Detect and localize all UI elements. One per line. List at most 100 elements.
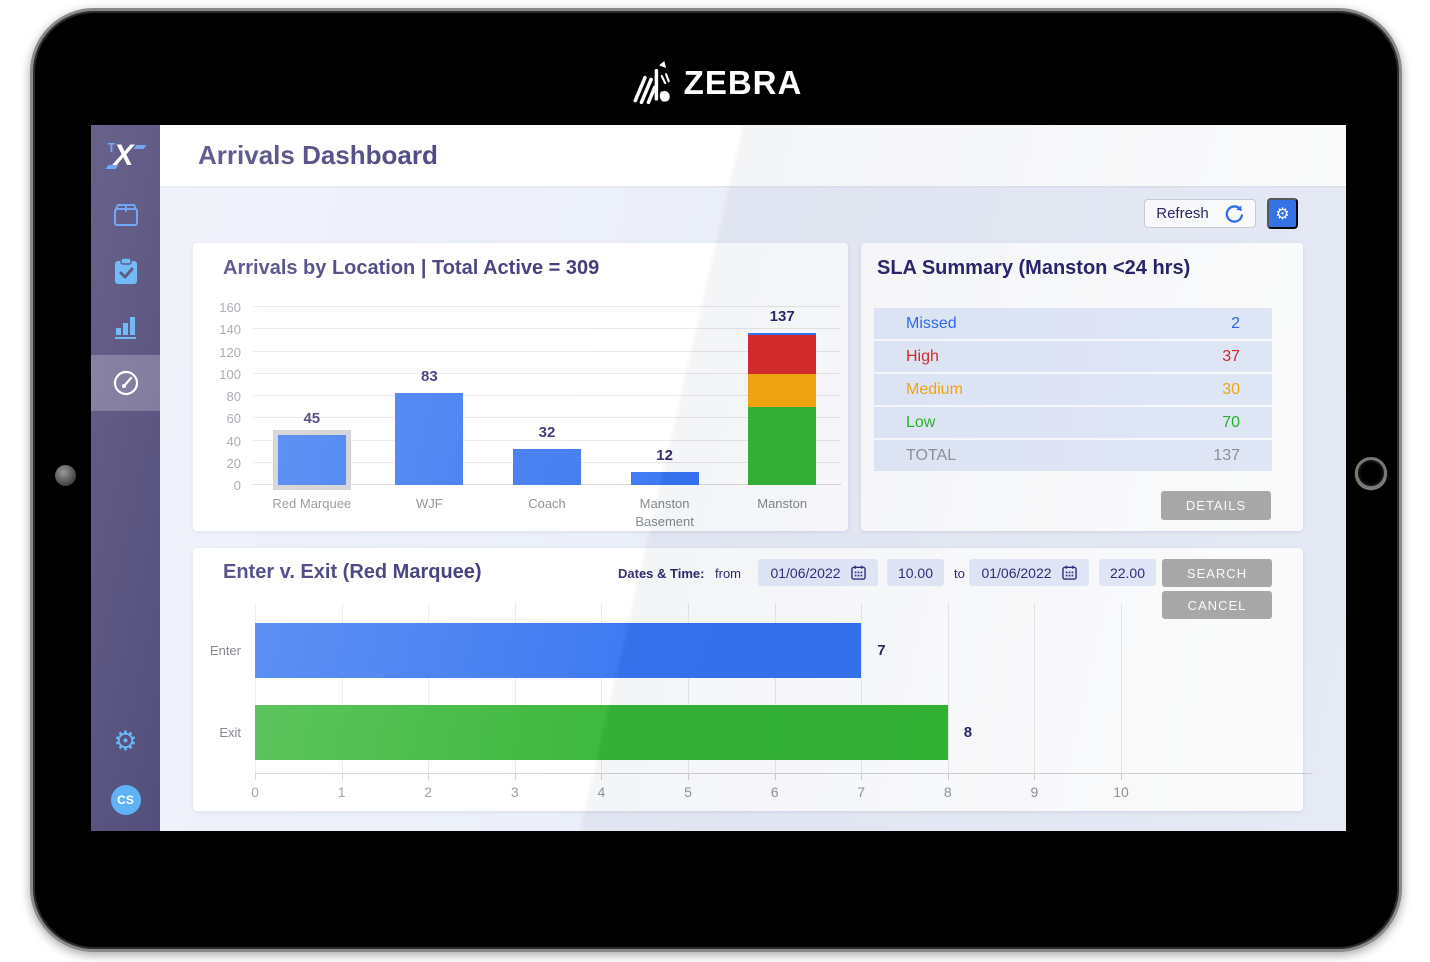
sidebar-item-tasks[interactable] xyxy=(91,243,160,299)
bar-wjf[interactable] xyxy=(395,392,464,485)
bar-label-manston-basement: Manston Basement xyxy=(635,496,694,529)
sidebar-item-settings[interactable]: ⚙ xyxy=(91,713,160,769)
sla-row-low: Low 70 xyxy=(874,407,1272,438)
bar-segment-manston-1 xyxy=(748,373,817,408)
gridline-x-10 xyxy=(1121,603,1122,774)
bar-value-wjf: 83 xyxy=(421,367,438,385)
refresh-button[interactable]: Refresh xyxy=(1144,199,1256,228)
bar-value-manston-basement: 12 xyxy=(656,446,673,464)
from-time-field[interactable]: 10.00 xyxy=(887,559,944,586)
sla-value-total: 137 xyxy=(1213,446,1240,464)
y-axis-tick-80: 80 xyxy=(226,389,241,404)
bar-value-enter: 7 xyxy=(877,641,886,659)
x-axis-tickmark-4 xyxy=(601,774,603,780)
x-axis-line xyxy=(255,773,1313,774)
y-axis-tick-0: 0 xyxy=(233,478,241,493)
from-date-value: 01/06/2022 xyxy=(770,564,841,581)
bar-exit[interactable] xyxy=(255,705,948,760)
sidebar-user-avatar[interactable]: CS xyxy=(91,769,160,831)
gridline-y-80 xyxy=(253,395,841,396)
y-axis-tick-100: 100 xyxy=(219,366,241,382)
bar-manston-basement[interactable] xyxy=(630,471,699,485)
gridline-y-40 xyxy=(253,439,841,441)
bar-segment-coach-0 xyxy=(513,449,581,485)
x-axis-tickmark-5 xyxy=(688,774,689,780)
gridline-x-0 xyxy=(255,603,256,774)
x-axis-tick-3: 3 xyxy=(510,784,519,800)
bar-red-marquee[interactable] xyxy=(277,434,346,485)
cancel-button[interactable]: CANCEL xyxy=(1162,591,1272,619)
bar-label-wjf: WJF xyxy=(416,496,443,511)
sla-row-total: TOTAL 137 xyxy=(874,440,1272,471)
y-axis-tick-120: 120 xyxy=(219,344,241,360)
bar-coach[interactable] xyxy=(513,449,581,485)
y-axis-tick-140: 140 xyxy=(219,322,241,338)
gear-icon: ⚙ xyxy=(1275,204,1290,223)
bar-label-red-marquee: Red Marquee xyxy=(272,496,352,511)
bar-value-exit: 8 xyxy=(963,723,973,741)
gear-icon: ⚙ xyxy=(113,725,138,757)
bar-label-coach: Coach xyxy=(528,496,566,511)
gridline-x-1 xyxy=(341,603,343,774)
settings-button[interactable]: ⚙ xyxy=(1267,198,1298,229)
details-button[interactable]: DETAILS xyxy=(1161,491,1271,520)
sidebar-item-stats[interactable] xyxy=(91,299,160,355)
sla-value-medium: 30 xyxy=(1222,380,1240,398)
enter-exit-title: Enter v. Exit (Red Marquee) xyxy=(223,561,482,583)
x-axis-tick-4: 4 xyxy=(597,784,606,800)
bar-manston[interactable] xyxy=(748,332,817,485)
sla-row-missed: Missed 2 xyxy=(874,308,1272,339)
from-time-value: 10.00 xyxy=(897,564,934,581)
gridline-y-140 xyxy=(253,328,841,330)
bar-value-coach: 32 xyxy=(538,424,556,442)
y-axis-tick-20: 20 xyxy=(226,455,241,471)
to-date-field[interactable]: 01/06/2022 xyxy=(969,559,1089,586)
gridline-x-6 xyxy=(774,603,776,774)
enter-exit-card: Enter v. Exit (Red Marquee) Dates & Time… xyxy=(193,548,1313,811)
to-time-value: 22.00 xyxy=(1109,564,1146,581)
gridline-x-8 xyxy=(947,603,949,774)
sla-table: Missed 2 High 37 Medium 30 Low 70 TOTAL 137 xyxy=(874,308,1272,473)
bar-label-manston: Manston xyxy=(757,496,808,511)
refresh-circular-arrow-icon xyxy=(1225,205,1243,223)
bar-segment-manston-2 xyxy=(748,334,817,374)
bar-segment-red-marquee-0 xyxy=(277,434,346,485)
y-axis-tick-160: 160 xyxy=(219,300,241,315)
y-axis-tick-60: 60 xyxy=(226,411,241,427)
x-axis-tick-10: 10 xyxy=(1113,784,1129,800)
x-axis-tickmark-3 xyxy=(514,774,516,780)
search-button[interactable]: SEARCH xyxy=(1162,559,1272,587)
sla-value-high: 37 xyxy=(1222,347,1240,365)
camera-dot-left xyxy=(55,465,76,486)
to-time-field[interactable]: 22.00 xyxy=(1099,559,1156,586)
sla-row-medium: Medium 30 xyxy=(874,374,1272,405)
arrivals-chart-title: Arrivals by Location | Total Active = 30… xyxy=(223,257,600,279)
gridline-x-5 xyxy=(688,603,689,774)
from-date-field[interactable]: 01/06/2022 xyxy=(758,559,878,586)
bar-label-exit: Exit xyxy=(219,724,241,740)
page-header: Arrivals Dashboard xyxy=(160,125,1346,186)
bar-segment-wjf-0 xyxy=(395,392,464,485)
bar-enter[interactable] xyxy=(255,623,862,678)
gridline-x-2 xyxy=(428,603,430,774)
refresh-label: Refresh xyxy=(1156,205,1209,222)
arrivals-chart-plot: 0 20 40 60 80 100 120 140 160 45 Red Marquee 83 WJF 3… xyxy=(219,300,841,529)
dates-time-label: Dates & Time: xyxy=(618,566,705,581)
x-axis-tick-7: 7 xyxy=(857,784,866,800)
gridline-y-160 xyxy=(253,306,841,307)
avatar: CS xyxy=(110,785,141,815)
sidebar-item-dashboard[interactable] xyxy=(91,355,160,411)
bar-segment-manston-0 xyxy=(748,407,817,485)
sla-label-high: High xyxy=(906,347,939,365)
x-axis-tick-6: 6 xyxy=(770,784,779,800)
gridline-x-4 xyxy=(601,603,603,774)
zebra-logo: ZEBRA xyxy=(33,51,1399,115)
enter-exit-chart-plot: 0 1 2 3 4 5 6 7 8 9 10 7 Enter 8 Exit xyxy=(210,603,1313,800)
sidebar-item-package[interactable] xyxy=(91,187,160,243)
x-axis-tickmark-8 xyxy=(947,774,949,780)
sla-summary-card: SLA Summary (Manston <24 hrs) Missed 2 Hig… xyxy=(861,243,1303,531)
brand-wordmark: ZEBRA xyxy=(683,64,803,101)
camera-ring-right xyxy=(1355,457,1387,489)
sla-value-missed: 2 xyxy=(1231,314,1240,332)
